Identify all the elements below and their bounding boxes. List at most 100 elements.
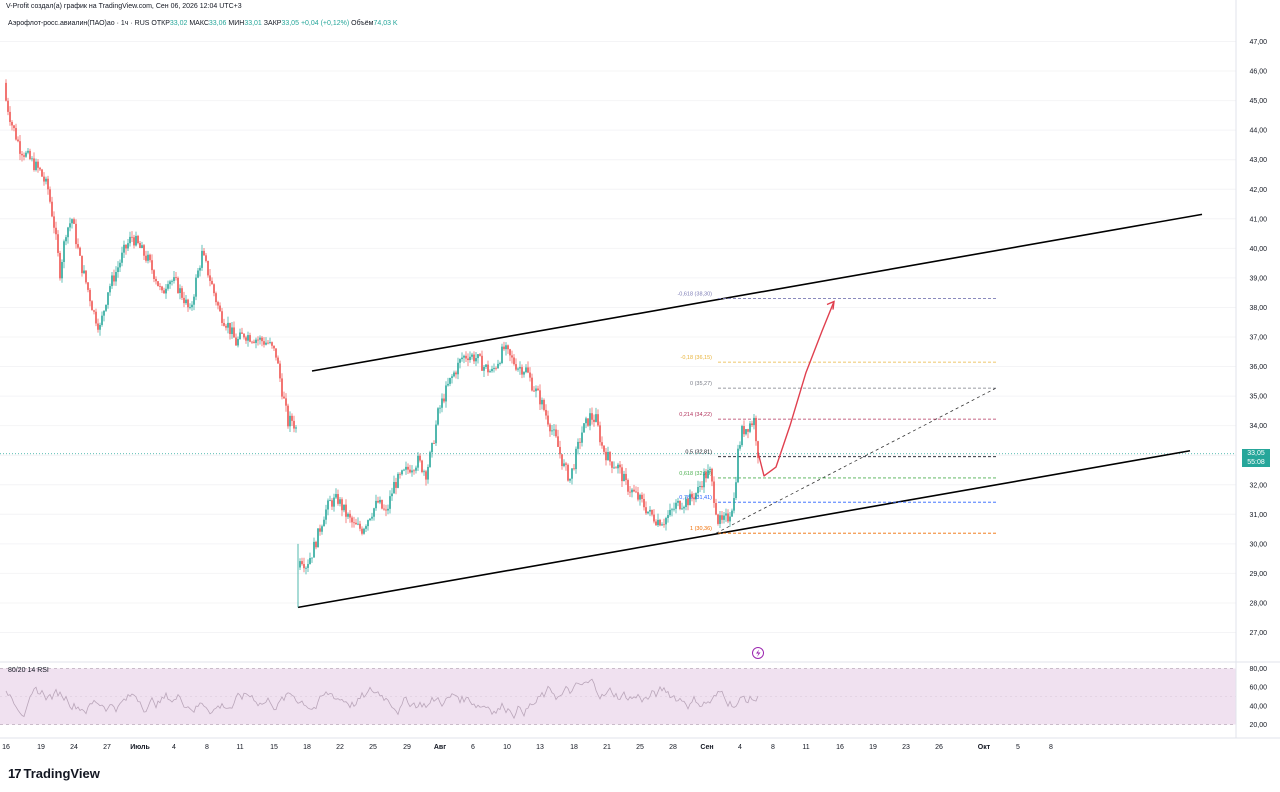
candle-body — [413, 470, 415, 472]
candle-body — [17, 139, 19, 142]
candle-body — [209, 275, 211, 281]
candle-body — [53, 216, 55, 228]
time-axis[interactable]: 16 19 24 27 Июль 4 8 11 15 18 22 25 29 Авг 6 10 13 18 21 25… — [2, 744, 1053, 751]
price-tick-label: 46,00 — [1249, 69, 1267, 76]
candle-body — [107, 292, 109, 305]
candle-body — [511, 355, 513, 358]
candle-body — [731, 510, 733, 517]
time-tick-label: 15 — [270, 744, 278, 751]
candle-body — [137, 235, 139, 244]
candle-body — [293, 420, 295, 429]
candle-body — [515, 364, 517, 370]
candle-body — [319, 528, 321, 532]
time-tick-label: 18 — [303, 744, 311, 751]
candle-body — [663, 524, 665, 526]
candle-body — [171, 280, 173, 282]
candle-body — [227, 322, 229, 328]
candle-body — [417, 455, 419, 468]
candle-body — [247, 335, 249, 341]
candle-body — [647, 511, 649, 514]
candle-body — [315, 541, 317, 548]
candle-body — [691, 493, 693, 498]
candle-body — [211, 280, 213, 285]
time-tick-label: 19 — [869, 744, 877, 751]
close-value: 33,05 — [281, 20, 299, 27]
candle-body — [43, 176, 45, 182]
time-tick-label: 29 — [403, 744, 411, 751]
candle-body — [257, 339, 259, 341]
candle-body — [151, 260, 153, 271]
candle-body — [141, 245, 143, 248]
candle-body — [155, 278, 157, 282]
candle-body — [593, 419, 595, 422]
candle-body — [415, 467, 417, 471]
candle-body — [483, 366, 485, 371]
candle-body — [245, 337, 247, 341]
candle-body — [717, 514, 719, 524]
tradingview-logo[interactable]: 17 TradingView — [8, 766, 100, 781]
candle-body — [523, 372, 525, 375]
candle-body — [89, 289, 91, 302]
candle-body — [391, 493, 393, 497]
candle-body — [695, 493, 697, 500]
candle-body — [467, 358, 469, 361]
candle-body — [251, 341, 253, 343]
candle-body — [435, 424, 437, 444]
candle-body — [725, 513, 727, 516]
candle-body — [205, 255, 207, 261]
candle-body — [93, 310, 95, 312]
candle-body — [185, 299, 187, 304]
candle-body — [503, 346, 505, 350]
candle-body — [709, 468, 711, 471]
candle-body — [15, 128, 17, 140]
symbol-name[interactable]: Аэрофлот-росс.авиалин(ПАО)ао · 1ч · RUS — [8, 20, 150, 27]
candle-body — [157, 281, 159, 287]
candle-body — [267, 342, 269, 344]
candle-body — [703, 471, 705, 488]
candle-body — [223, 322, 225, 326]
price-axis[interactable]: 47,00 46,00 45,00 44,00 43,00 42,00 41,00 40,00… — [1249, 39, 1267, 637]
price-tick-label: 30,00 — [1249, 541, 1267, 548]
candle-body — [421, 460, 423, 473]
high-value: 33,06 — [208, 20, 227, 27]
candle-body — [399, 473, 401, 475]
candle-body — [693, 497, 695, 500]
time-tick-label: Авг — [434, 744, 446, 751]
rsi-line — [5, 678, 759, 720]
candle-body — [527, 367, 529, 373]
candle-body — [589, 413, 591, 426]
candle-body — [681, 508, 683, 510]
candle-body — [665, 518, 667, 525]
candle-body — [67, 227, 69, 238]
price-tick-label: 27,00 — [1249, 630, 1267, 637]
candle-body — [621, 467, 623, 482]
candle-body — [479, 354, 481, 356]
candle-body — [351, 517, 353, 523]
candle-body — [631, 489, 633, 493]
candle-body — [689, 493, 691, 506]
candle-body — [29, 150, 31, 160]
candle-body — [675, 502, 677, 509]
candle-body — [499, 362, 501, 364]
candle-body — [55, 227, 57, 235]
candle-body — [215, 293, 217, 303]
candle-body — [381, 499, 383, 509]
candle-body — [117, 267, 119, 273]
candle-body — [105, 304, 107, 311]
candle-body — [241, 332, 243, 334]
time-tick-label: 11 — [802, 744, 809, 751]
candle-body — [509, 349, 511, 356]
candle-body — [101, 315, 103, 325]
channel-support-line — [297, 449, 1191, 609]
candle-body — [739, 445, 741, 449]
price-tick-label: 28,00 — [1249, 600, 1267, 607]
candle-body — [87, 282, 89, 290]
candle-body — [217, 302, 219, 306]
candle-body — [361, 528, 363, 534]
fib-level-label: -0,18 (36,15) — [681, 355, 713, 361]
forecast-arrow-path — [757, 301, 835, 477]
candle-body — [233, 327, 235, 338]
candle-body — [641, 494, 643, 499]
candle-body — [433, 443, 435, 444]
